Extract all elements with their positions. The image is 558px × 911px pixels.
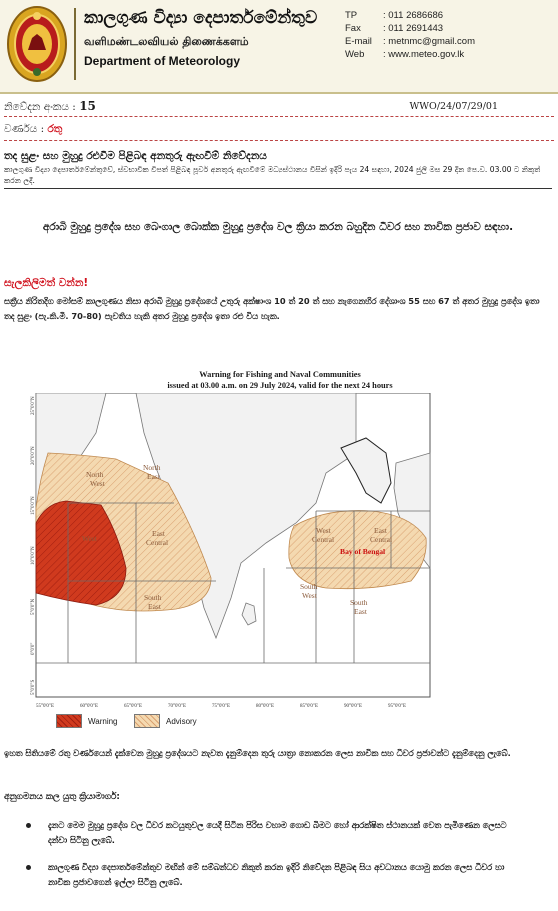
bullet-icon [26, 823, 31, 828]
region-south-west-bay-line2: West [302, 591, 318, 600]
attention-notice: සැලකිලිමත් වන්න! [4, 277, 89, 289]
region-east-central-arabian-line2: Central [146, 538, 168, 547]
actions-title: අනුගමනය කල යුතු ක්‍රියාමාර්ග: [4, 792, 120, 802]
lat-tick-5n: 5°0'0"N [31, 599, 36, 615]
region-west-central-bay-line1: West [316, 526, 332, 535]
region-north-west-line2: West [90, 479, 106, 488]
legend-advisory-swatch [134, 714, 160, 728]
lat-tick-10n: 10°0'0"N [31, 546, 36, 565]
lat-tick-5s: 5°0'0"S [31, 680, 36, 695]
bulletin-number-label: නිවේදන අංකය : [4, 101, 80, 113]
bulletin-number-row: නිවේදන අංකය : 15 WWO/24/07/29/01 [4, 99, 554, 117]
letterhead: කාලගුණ විද්‍යා දෙපාර්තමේන්තුව வளிமண்டலவி… [0, 0, 558, 94]
map-title-line1: Warning for Fishing and Naval Communitie… [199, 370, 361, 379]
map-title-line2: issued at 03.00 a.m. on 29 July 2024, va… [167, 381, 393, 390]
warning-level-label: වර්ණය : [4, 123, 48, 135]
legend-warning-label: Warning [88, 717, 118, 726]
warning-map: North West North East West East Central … [31, 393, 431, 709]
region-south-west-bay-line1: South [300, 582, 318, 591]
contact-email[interactable]: E-mail: metnmc@gmail.com [345, 36, 475, 47]
region-north-west-line1: North [86, 470, 104, 479]
sri-lanka-land [241, 602, 257, 626]
warning-level-value: රතු [47, 123, 63, 135]
legend-advisory-label: Advisory [166, 717, 197, 726]
lon-tick-95e: 95°0'0"E [388, 704, 406, 709]
lat-tick-20n: 20°0'0"N [31, 446, 36, 465]
region-west-central-bay-line2: Central [312, 535, 334, 544]
bulletin-title: තද සුළං සහ මුහුදු රළුවීම පිළිබඳ අනතුරු ඇ… [4, 150, 267, 162]
bullet-icon [26, 865, 31, 870]
region-west: West [82, 534, 98, 543]
longitude-ticks: 55°0'0"E 60°0'0"E 65°0'0"E 70°0'0"E 75°0… [36, 704, 406, 709]
lat-tick-0: 0°0'0" [31, 643, 36, 655]
action-item: කාලගුණ විද්‍යා දෙපාර්තමේන්තුව මඟින් මේ ස… [26, 860, 526, 890]
bulletin-issued-by: කාලගුණ විද්‍යා දෙපාර්තමේන්තුවේ, ස්වභාවික… [4, 164, 552, 189]
lon-tick-90e: 90°0'0"E [344, 704, 362, 709]
contact-block: TP: 011 2686686 Fax: 011 2691443 E-mail:… [345, 10, 475, 62]
lat-tick-15n: 15°0'0"N [31, 496, 36, 515]
contact-tp: TP: 011 2686686 [345, 10, 444, 21]
bay-of-bengal-label: Bay of Bengal [340, 547, 385, 556]
lon-tick-80e: 80°0'0"E [256, 704, 274, 709]
emblem-icon [7, 6, 67, 82]
department-name-tamil: வளிமண்டலவியல் திணைக்களம் [84, 35, 249, 48]
header-divider [74, 8, 76, 80]
lon-tick-55e: 55°0'0"E [36, 704, 54, 709]
region-south-east-bay-line2: East [354, 607, 368, 616]
contact-fax: Fax: 011 2691443 [345, 23, 444, 34]
region-south-east-bay-line1: South [350, 598, 368, 607]
bangladesh-coast [340, 437, 392, 504]
lon-tick-60e: 60°0'0"E [80, 704, 98, 709]
lat-tick-25n: 25°0'0"N [31, 396, 36, 415]
audience-heading: අරාබි මුහුදු ප්‍රදේශ සහ බෙංගාල බොක්ක මුහ… [42, 221, 514, 233]
lon-tick-85e: 85°0'0"E [300, 704, 318, 709]
sea-area-boundaries [36, 502, 430, 664]
lon-tick-75e: 75°0'0"E [212, 704, 230, 709]
actions-list: දැනට මෙම මුහුදු ප්‍රදේශ වල ධීවර කටයුතුවල… [26, 818, 526, 902]
latitude-ticks: 25°0'0"N 20°0'0"N 15°0'0"N 10°0'0"N 5°0'… [31, 396, 36, 695]
warning-description: සක්‍රීය නිරිතදිග මෝසම් කාලගුණය නිසා අරාබ… [4, 296, 540, 321]
legend-warning-swatch [56, 714, 82, 728]
region-south-east-arabian-line1: South [144, 593, 162, 602]
region-north-east-line2: East [147, 472, 161, 481]
contact-web[interactable]: Web: www.meteo.gov.lk [345, 49, 465, 60]
region-south-east-arabian-line2: East [148, 602, 162, 611]
warning-area-arabian-sea [35, 500, 127, 606]
region-east-central-arabian-line1: East [152, 529, 166, 538]
bulletin-reference: WWO/24/07/29/01 [409, 101, 498, 112]
department-name-english: Department of Meteorology [84, 54, 241, 68]
bulletin-number: 15 [79, 99, 96, 113]
action-item: දැනට මෙම මුහුදු ප්‍රදේශ වල ධීවර කටයුතුවල… [26, 818, 526, 848]
department-name-sinhala: කාලගුණ විද්‍යා දෙපාර්තමේන්තුව [84, 8, 318, 28]
region-north-east-line1: North [143, 463, 161, 472]
map-title: Warning for Fishing and Naval Communitie… [60, 369, 500, 391]
lon-tick-65e: 65°0'0"E [124, 704, 142, 709]
red-zone-instruction: ඉහත සිතියමේ රතු වර්ණයෙන් දැක්වෙන මුහුදු … [4, 748, 511, 758]
warning-level-row: වර්ණය : රතු [4, 123, 554, 141]
region-east-central-bay-line1: East [374, 526, 388, 535]
region-east-central-bay-line2: Central [370, 535, 392, 544]
lon-tick-70e: 70°0'0"E [168, 704, 186, 709]
